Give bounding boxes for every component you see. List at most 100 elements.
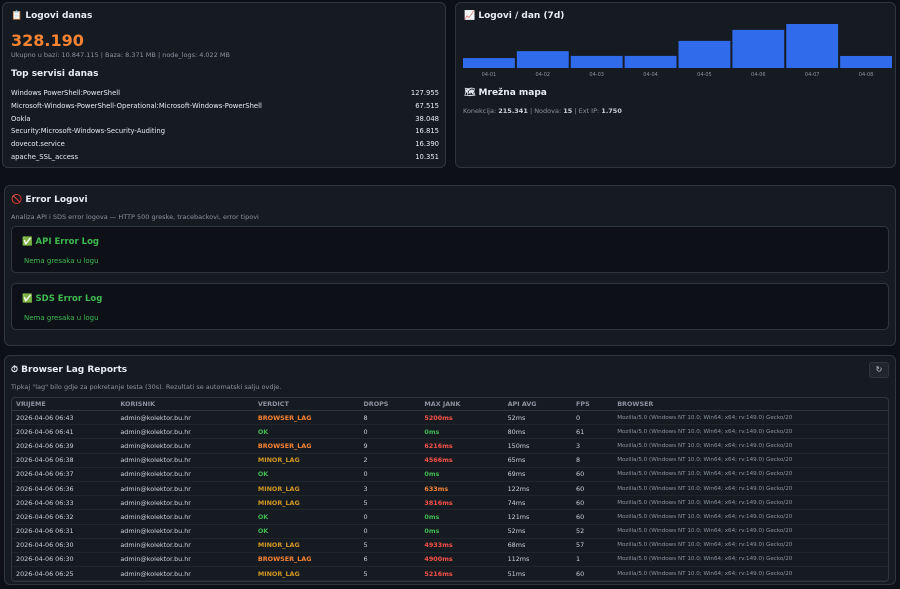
table-cell: MINOR_LAG bbox=[253, 453, 360, 468]
service-row: Windows PowerShell:PowerShell 127.955 bbox=[11, 89, 439, 102]
table-cell: admin@kolektor.bu.hr bbox=[116, 453, 254, 468]
service-name: Microsoft-Windows-PowerShell-Operational… bbox=[11, 101, 262, 110]
bar bbox=[516, 51, 569, 68]
service-count: 67.515 bbox=[415, 101, 439, 110]
service-row: dovecot.service 16.390 bbox=[11, 140, 439, 153]
column-header: DROPS bbox=[359, 398, 421, 411]
table-cell: OK bbox=[253, 509, 360, 525]
table-row: 2026-04-06 06:25admin@kolektor.bu.hrMINO… bbox=[12, 580, 888, 581]
table-cell: 2026-04-06 06:43 bbox=[12, 410, 117, 426]
x-tick-label: 04-04 bbox=[643, 72, 658, 78]
table-cell: 60 bbox=[572, 467, 614, 482]
table-cell: 2 bbox=[359, 580, 421, 581]
table-cell: admin@kolektor.bu.hr bbox=[116, 495, 254, 511]
table-cell: 2026-04-06 06:30 bbox=[12, 552, 117, 568]
stat-label: Konekcija: bbox=[463, 107, 497, 115]
x-tick-label: 04-02 bbox=[536, 72, 551, 78]
column-header: FPS bbox=[572, 398, 614, 411]
table-cell: 2026-04-06 06:30 bbox=[12, 538, 117, 553]
panel-title: ⏱ Browser Lag Reports bbox=[11, 365, 128, 375]
service-row: Ookla 38.048 bbox=[11, 115, 439, 128]
table-cell: 69ms bbox=[503, 467, 573, 482]
table-cell: 52ms bbox=[503, 524, 573, 539]
total: 328.190 bbox=[11, 31, 84, 50]
table-cell: 8 bbox=[359, 410, 421, 426]
stat-value: 215.341 bbox=[498, 107, 528, 115]
table-cell: 122ms bbox=[503, 481, 573, 497]
refresh-button[interactable]: ↻ bbox=[869, 362, 889, 378]
stat-label: | Ext IP: bbox=[574, 107, 600, 115]
table-cell: 60 bbox=[572, 509, 614, 525]
section-title: ✅ SDS Error Log bbox=[22, 294, 103, 304]
service-row: Security:Microsoft-Windows-Security-Audi… bbox=[11, 127, 439, 140]
table-cell: 2026-04-06 06:31 bbox=[12, 524, 117, 539]
table-cell: 2026-04-06 06:36 bbox=[12, 481, 117, 497]
table-cell: Mozilla/5.0 (Windows NT 10.0; Win64; x64… bbox=[613, 538, 888, 553]
table-cell: 57 bbox=[572, 538, 614, 553]
table-cell: 5 bbox=[359, 566, 421, 581]
table-cell: Mozilla/5.0 (Windows NT 10.0; Win64; x64… bbox=[613, 453, 888, 468]
table-row: 2026-04-06 06:32 admin@kolektor.bu.hr OK 0 0… bbox=[12, 509, 888, 525]
table-cell: admin@kolektor.bu.hr bbox=[116, 438, 254, 454]
table-cell: BROWSER_LAG bbox=[253, 438, 360, 454]
table-cell: Mozilla/5.0 (Windows NT 10.0; Win64; x64… bbox=[613, 495, 888, 511]
table-cell: 8 bbox=[572, 453, 614, 468]
bar bbox=[678, 40, 731, 68]
table-cell: 3 bbox=[572, 438, 614, 454]
bar bbox=[786, 24, 839, 68]
bar bbox=[840, 55, 892, 68]
table-cell: 0ms bbox=[420, 509, 504, 525]
table-wrap: VRIJEME KORISNIK VERDICT DROPS MAX JANK API A… bbox=[11, 397, 889, 582]
table-cell: Mozilla/5.0 (Windows NT 10.0; Win64; x64… bbox=[613, 424, 888, 440]
errors-panel: 🚫 Error Logovi Analiza API i SDS error l… bbox=[4, 185, 896, 346]
table-cell: 5200ms bbox=[420, 410, 504, 426]
service-name: dovecot.service bbox=[11, 140, 65, 149]
column-header: VERDICT bbox=[253, 398, 360, 411]
table-cell: 52 bbox=[572, 524, 614, 539]
table-cell: 0 bbox=[359, 467, 421, 482]
table-cell: Mozilla/5.0 (Windows NT 10.0; Win64; x64… bbox=[613, 552, 888, 568]
table-cell: 0ms bbox=[420, 467, 504, 482]
service-count: 16.815 bbox=[415, 127, 439, 136]
table-cell: OK bbox=[253, 424, 360, 440]
table-cell: 2026-04-06 06:37 bbox=[12, 467, 117, 482]
table-cell: admin@kolektor.bu.hr bbox=[116, 552, 254, 568]
table-cell: 60 bbox=[572, 566, 614, 581]
table-row: 2026-04-06 06:41 admin@kolektor.bu.hr OK 0 0… bbox=[12, 424, 888, 440]
table-cell: Mozilla/5.0 (Windows NT 10.0; Win64; x64… bbox=[613, 580, 888, 581]
table-cell: 2026-04-06 06:25 bbox=[12, 566, 117, 581]
table-cell: 3816ms bbox=[420, 495, 504, 511]
table-cell: Mozilla/5.0 (Windows NT 10.0; Win64; x64… bbox=[613, 524, 888, 539]
table-row: 2026-04-06 06:30 admin@kolektor.bu.hr MINO… bbox=[12, 538, 888, 553]
service-count: 10.351 bbox=[415, 152, 439, 161]
error-section: ✅ SDS Error Log Nema gresaka u logu bbox=[11, 283, 889, 330]
table-row: 2026-04-06 06:39 admin@kolektor.bu.hr BROW… bbox=[12, 438, 888, 454]
table-cell: Mozilla/5.0 (Windows NT 10.0; Win64; x64… bbox=[613, 509, 888, 525]
table-cell: 0 bbox=[572, 410, 614, 426]
table-cell: 60 bbox=[572, 495, 614, 511]
table-cell: admin@kolektor.bu.hr bbox=[116, 410, 254, 426]
table-cell: 9 bbox=[359, 438, 421, 454]
column-header: VRIJEME bbox=[12, 398, 117, 411]
table-cell: admin@kolektor.bu.hr bbox=[116, 566, 254, 581]
table-row: 2026-04-06 06:37 admin@kolektor.bu.hr OK 0 0… bbox=[12, 467, 888, 482]
service-count: 16.390 bbox=[415, 140, 439, 149]
table-cell: MINOR_LAG bbox=[253, 580, 360, 581]
table-cell: admin@kolektor.bu.hr bbox=[116, 424, 254, 440]
table-cell: 133ms bbox=[420, 580, 504, 581]
panel-title: 📋 Logovi danas bbox=[11, 11, 93, 21]
table-cell: 55ms bbox=[503, 580, 573, 581]
bar bbox=[570, 55, 623, 68]
chart-panel: 📈 Logovi / dan (7d) 04-01 04-02 04-03 04-04… bbox=[455, 2, 896, 168]
lag-panel: ⏱ Browser Lag Reports ↻ Tipkaj "lag" bil… bbox=[4, 355, 896, 585]
table-cell: 1 bbox=[572, 552, 614, 568]
table-cell: 4900ms bbox=[420, 552, 504, 568]
table-cell: 2026-04-06 06:32 bbox=[12, 509, 117, 525]
section-title: Top servisi danas bbox=[11, 69, 99, 79]
table-cell: 74ms bbox=[503, 495, 573, 511]
stat-label: | Nodova: bbox=[529, 107, 562, 115]
table-cell: MINOR_LAG bbox=[253, 538, 360, 553]
table-cell: 6216ms bbox=[420, 438, 504, 454]
table-cell: 633ms bbox=[420, 481, 504, 497]
table-cell: 150ms bbox=[503, 438, 573, 454]
